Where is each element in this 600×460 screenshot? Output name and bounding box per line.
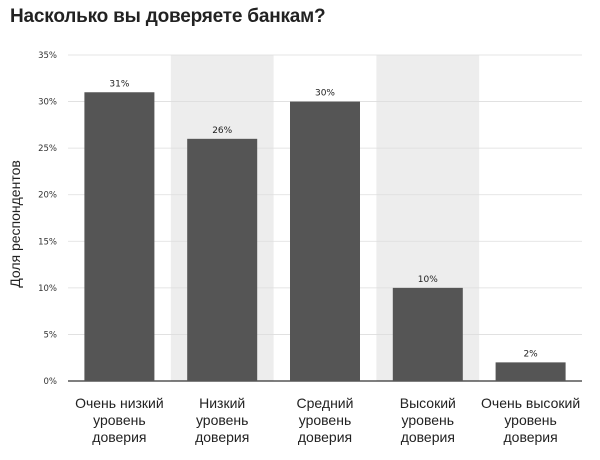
bar	[84, 92, 155, 381]
y-tick-label: 20%	[38, 191, 57, 201]
category-label: Очень высокий уровень доверия	[481, 395, 580, 445]
bar	[187, 138, 258, 381]
category-label: Средний уровень доверия	[297, 395, 354, 445]
value-label: 10%	[418, 275, 438, 285]
chart-title: Насколько вы доверяете банкам?	[10, 6, 326, 27]
y-axis-label: Доля респондентов	[7, 160, 23, 288]
category-label: Высокий уровень доверия	[400, 395, 456, 445]
y-tick-label: 5%	[44, 330, 58, 340]
value-label: 26%	[212, 126, 232, 136]
value-labels: 31% 26% 30% 10% 2%	[109, 79, 538, 359]
y-tick-label: 25%	[38, 144, 57, 154]
value-label: 31%	[109, 79, 129, 89]
y-tick-label: 0%	[44, 377, 58, 387]
bars	[84, 92, 566, 382]
y-tick-labels: 0% 5% 10% 15% 20% 25% 30% 35%	[38, 51, 57, 387]
y-tick-label: 10%	[38, 284, 57, 294]
y-tick-label: 30%	[38, 98, 57, 108]
value-label: 2%	[523, 349, 538, 359]
category-labels: Очень низкий уровень доверия Низкий уровень д…	[75, 395, 580, 445]
y-tick-label: 35%	[38, 51, 57, 61]
bar	[392, 287, 463, 381]
bar	[290, 101, 360, 382]
y-tick-label: 15%	[38, 237, 57, 247]
category-label: Очень низкий уровень доверия	[75, 395, 164, 445]
bar	[495, 362, 566, 381]
category-label: Низкий уровень доверия	[195, 395, 249, 445]
value-label: 30%	[315, 89, 335, 99]
